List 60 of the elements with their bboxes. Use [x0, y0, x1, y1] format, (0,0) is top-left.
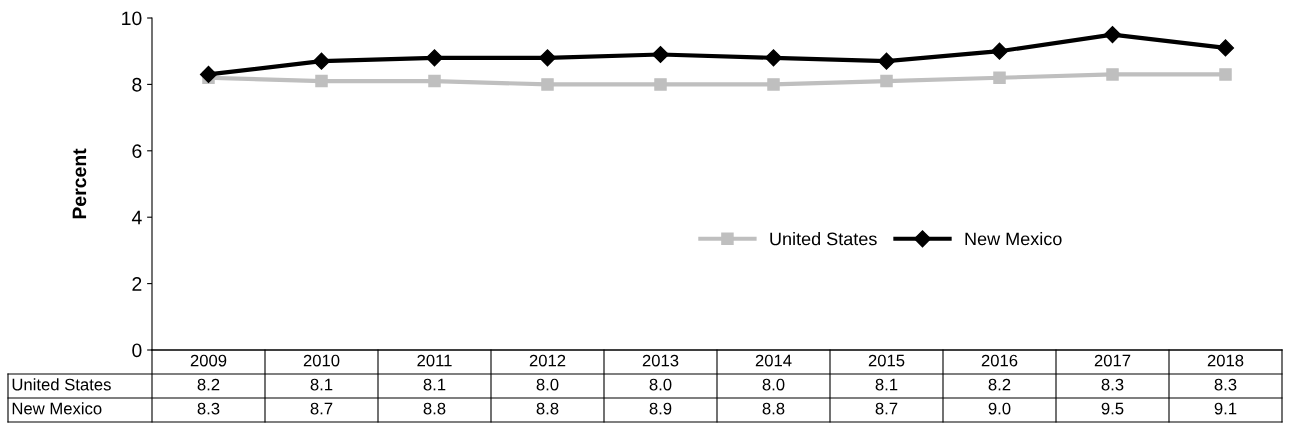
data-label: 9.5 — [1101, 402, 1124, 415]
data-label: 8.7 — [875, 402, 898, 415]
point — [312, 52, 331, 70]
y-tick-label: 10 — [122, 11, 142, 26]
data-label: 8.8 — [423, 402, 446, 415]
y-tick-label: 8 — [132, 77, 142, 92]
point — [1103, 26, 1122, 44]
x-tick-label: 2014 — [755, 354, 792, 367]
y-tick-label: 2 — [132, 277, 142, 291]
point — [877, 52, 896, 70]
point — [767, 78, 780, 91]
point — [425, 49, 444, 67]
y-tick-label: 6 — [132, 144, 142, 159]
x-tick-label: 2016 — [981, 354, 1018, 367]
data-label: 8.1 — [875, 378, 898, 391]
text: United States — [12, 378, 111, 391]
point — [651, 45, 670, 64]
legend-label: United States — [770, 232, 877, 246]
x-tick-label: 2018 — [1207, 354, 1244, 367]
point — [880, 74, 893, 88]
data-label: 8.2 — [988, 378, 1011, 391]
data-label: 8.3 — [1101, 378, 1124, 391]
data-label: 8.8 — [536, 402, 559, 415]
x-tick-label: 2010 — [303, 354, 340, 367]
data-label: 8.3 — [1214, 378, 1237, 391]
point — [315, 74, 328, 88]
x-tick-label: 2015 — [868, 354, 905, 367]
text: New Mexico — [12, 402, 102, 415]
data-label: 8.7 — [310, 402, 333, 415]
point — [541, 78, 554, 91]
x-tick-label: 2012 — [529, 354, 566, 367]
point — [993, 71, 1006, 85]
y-axis-title: Percent — [72, 148, 87, 219]
x-tick-label: 2013 — [642, 354, 679, 367]
data-label: 8.3 — [197, 402, 220, 415]
data-label: 8.1 — [423, 378, 446, 391]
data-label: 9.0 — [988, 402, 1011, 415]
point — [1216, 39, 1235, 57]
point — [1106, 68, 1119, 81]
point — [990, 42, 1009, 60]
data-label: 8.8 — [762, 402, 785, 415]
data-label: 8.1 — [310, 378, 333, 391]
data-label: 8.2 — [197, 378, 220, 391]
data-label: 8.9 — [649, 402, 672, 415]
x-tick-label: 2017 — [1094, 354, 1131, 367]
data-label: 8.0 — [762, 378, 785, 391]
data-label: 8.0 — [536, 378, 559, 391]
x-tick-label: 2009 — [190, 354, 227, 367]
x-tick-label: 2011 — [417, 354, 452, 367]
point — [1219, 68, 1232, 81]
data-label: 9.1 — [1214, 402, 1237, 415]
point — [654, 78, 667, 91]
point — [428, 74, 441, 88]
y-tick-label: 0 — [132, 343, 142, 358]
point — [764, 49, 783, 67]
y-tick-label: 4 — [131, 210, 142, 225]
legend-label: New Mexico — [965, 232, 1062, 246]
point — [538, 49, 557, 67]
data-label: 8.0 — [649, 378, 672, 391]
point — [199, 65, 218, 83]
